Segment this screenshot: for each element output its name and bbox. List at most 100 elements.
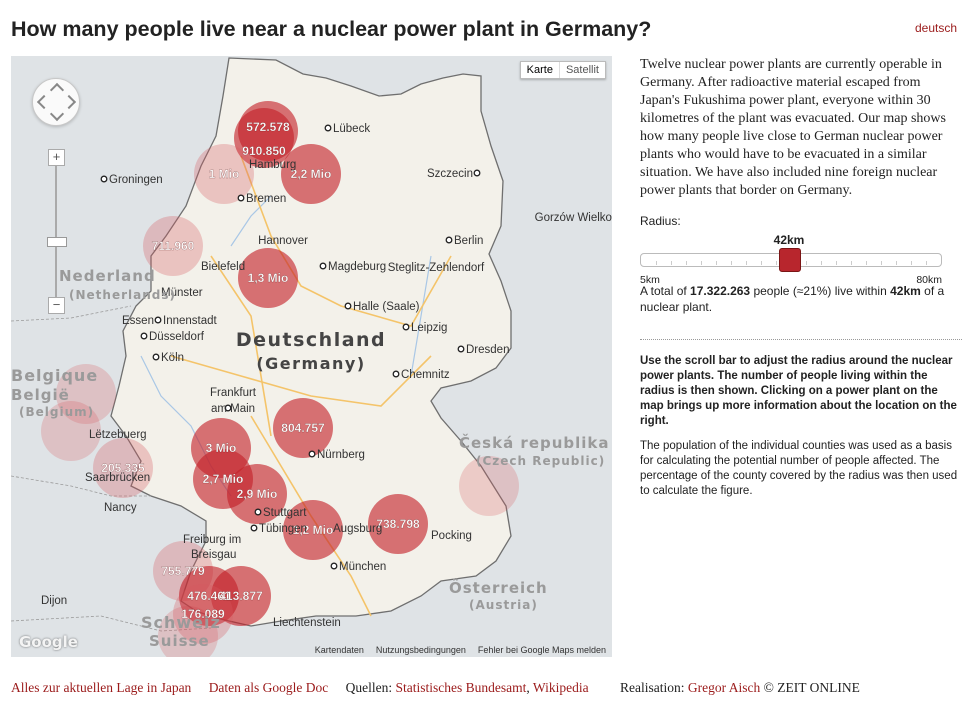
divider <box>640 339 962 340</box>
pan-down-icon[interactable] <box>49 106 65 122</box>
zoom-out-button[interactable]: − <box>48 297 65 314</box>
attribution-map-data[interactable]: Kartendaten <box>314 645 364 655</box>
country-label-germany-en: (Germany) <box>256 354 365 373</box>
plant-circles[interactable] <box>41 101 519 657</box>
city-label-szczecin: Szczecin <box>427 168 473 180</box>
plant-circle-lingen[interactable] <box>143 216 203 276</box>
attribution-terms[interactable]: Nutzungsbedingungen <box>375 645 466 655</box>
plant-circle-foreign[interactable] <box>56 364 116 424</box>
radius-max: 80km <box>916 274 942 286</box>
plant-circle-kruemmel[interactable] <box>234 108 294 168</box>
radius-slider-tick <box>731 261 732 265</box>
plant-label-gundremmingen: 1,2 Mio <box>293 523 334 537</box>
radius-slider-tick <box>776 261 777 265</box>
radius-slider-tick <box>821 261 822 265</box>
plant-label-brokdorf: 2,2 Mio <box>291 167 332 181</box>
city-label-dijon: Dijon <box>41 595 67 607</box>
pan-left-icon[interactable] <box>36 94 52 110</box>
plant-circle-foreign[interactable] <box>459 456 519 516</box>
city-label-bremen: Bremen <box>246 193 286 205</box>
radius-label: Radius: <box>640 214 681 228</box>
city-dot-dresden <box>457 345 465 353</box>
plant-circle-isar[interactable] <box>368 494 428 554</box>
attribution-report-error[interactable]: Fehler bei Google Maps melden <box>477 645 606 655</box>
city-dot-halle <box>344 302 352 310</box>
neighbor-label-ch2: Suisse <box>149 632 210 650</box>
footer-japan-link[interactable]: Alles zur aktuellen Lage in Japan <box>11 680 192 695</box>
radius-slider[interactable]: 42km 5km 80km <box>640 233 942 286</box>
city-label-dresden: Dresden <box>466 344 509 356</box>
methodology-text: The population of the individual countie… <box>640 440 958 497</box>
neighbor-label-at2: (Austria) <box>469 598 538 612</box>
city-dot-chemnitz <box>392 370 400 378</box>
plant-label-isar: 738.798 <box>376 517 420 531</box>
map-type-satellit[interactable]: Satellit <box>565 64 599 76</box>
plant-label-grafenrheinfeld: 804.757 <box>281 421 325 435</box>
plant-circle-goesgen[interactable] <box>173 584 233 644</box>
footer-google-doc-link[interactable]: Daten als Google Doc <box>208 680 329 695</box>
city-dot-duesseldorf <box>140 332 148 340</box>
city-dot-innenstadt <box>154 316 162 324</box>
zoom-slider-thumb[interactable] <box>47 237 67 247</box>
zoom-in-button[interactable]: + <box>48 149 65 166</box>
city-label-frankfurt2: am Main <box>211 403 255 415</box>
city-dot-stuttgart <box>254 508 262 516</box>
city-label-muenchen: München <box>339 561 386 573</box>
pan-right-icon[interactable] <box>61 94 77 110</box>
pan-up-icon[interactable] <box>49 82 65 98</box>
footer-credit-label: Realisation: <box>619 680 688 695</box>
radius-slider-thumb[interactable] <box>779 248 801 272</box>
intro-text: Twelve nuclear power plants are currentl… <box>640 57 946 198</box>
language-link[interactable]: deutsch <box>914 21 957 35</box>
neighbor-label-at: Österreich <box>449 578 548 597</box>
plant-label-beznau: 476.461 <box>187 589 231 603</box>
page-title: How many people live near a nuclear powe… <box>11 17 652 41</box>
total-count: 17.322.263 <box>690 284 751 298</box>
plant-circle-foreign[interactable] <box>41 401 101 461</box>
city-label-chemnitz: Chemnitz <box>401 369 450 381</box>
plant-circle-brokdorf[interactable] <box>281 144 341 204</box>
city-label-breisgau: Breisgau <box>191 549 236 561</box>
plant-label-fessenheim: 755.779 <box>161 564 205 578</box>
footer-copyright: © ZEIT ONLINE <box>760 680 860 695</box>
footer-author-link[interactable]: Gregor Aisch <box>687 680 761 695</box>
zoom-slider-track[interactable] <box>55 164 57 304</box>
neighbor-label-be2: België <box>11 386 70 404</box>
plant-circle-unterweser[interactable] <box>194 144 254 204</box>
footer-source-wikipedia[interactable]: Wikipedia <box>532 680 589 695</box>
city-label-luebeck: Lübeck <box>333 123 370 135</box>
plant-label-neckarwestheim: 2,9 Mio <box>237 487 278 501</box>
radius-slider-tick <box>836 261 837 265</box>
plant-circle-grafenrheinfeld[interactable] <box>273 398 333 458</box>
map-type-karte[interactable]: Karte <box>521 62 560 78</box>
sidebar: Twelve nuclear power plants are currentl… <box>640 56 962 499</box>
plant-label-grohnde: 1,3 Mio <box>248 271 289 285</box>
map-type-control[interactable]: Karte Satellit <box>519 61 606 79</box>
city-label-muenster: Münster <box>161 287 203 299</box>
country-label-germany: Deutschland <box>236 329 386 351</box>
radius-slider-tick <box>746 261 747 265</box>
plant-label-brunsbuettel: 572.578 <box>246 120 290 134</box>
radius-value: 42km <box>773 233 805 247</box>
plant-label-cattenom: 205.335 <box>101 461 145 475</box>
map[interactable]: 572.578 910.850 1 Mio 2,2 Mio 711.960 1,3 Mio… <box>11 56 612 657</box>
city-label-hannover: Hannover <box>258 235 308 247</box>
footer-source-destatis[interactable]: Statistisches Bundesamt <box>395 680 527 695</box>
city-dot-muenchen <box>330 562 338 570</box>
plant-circle-grohnde[interactable] <box>238 248 298 308</box>
plant-circle-cattenom[interactable] <box>93 438 153 498</box>
footer-sources-separator: , <box>526 680 533 695</box>
city-dot-magdeburg <box>319 262 327 270</box>
city-label-tuebingen: Tübingen <box>259 523 307 535</box>
city-label-koeln: Köln <box>161 352 184 364</box>
radius-slider-tick <box>866 261 867 265</box>
city-label-leipzig: Leipzig <box>411 322 447 334</box>
plant-circle-gundremmingen[interactable] <box>283 500 343 560</box>
neighbor-label-be: Belgique <box>11 366 98 385</box>
neighbor-label-cz: Česká republika <box>459 433 610 452</box>
pan-control[interactable] <box>32 78 80 126</box>
city-label-innenstadt: Innenstadt <box>163 315 218 327</box>
plant-circle-neckarwestheim[interactable] <box>227 464 287 524</box>
plant-circle-leibstadt[interactable] <box>211 566 271 626</box>
